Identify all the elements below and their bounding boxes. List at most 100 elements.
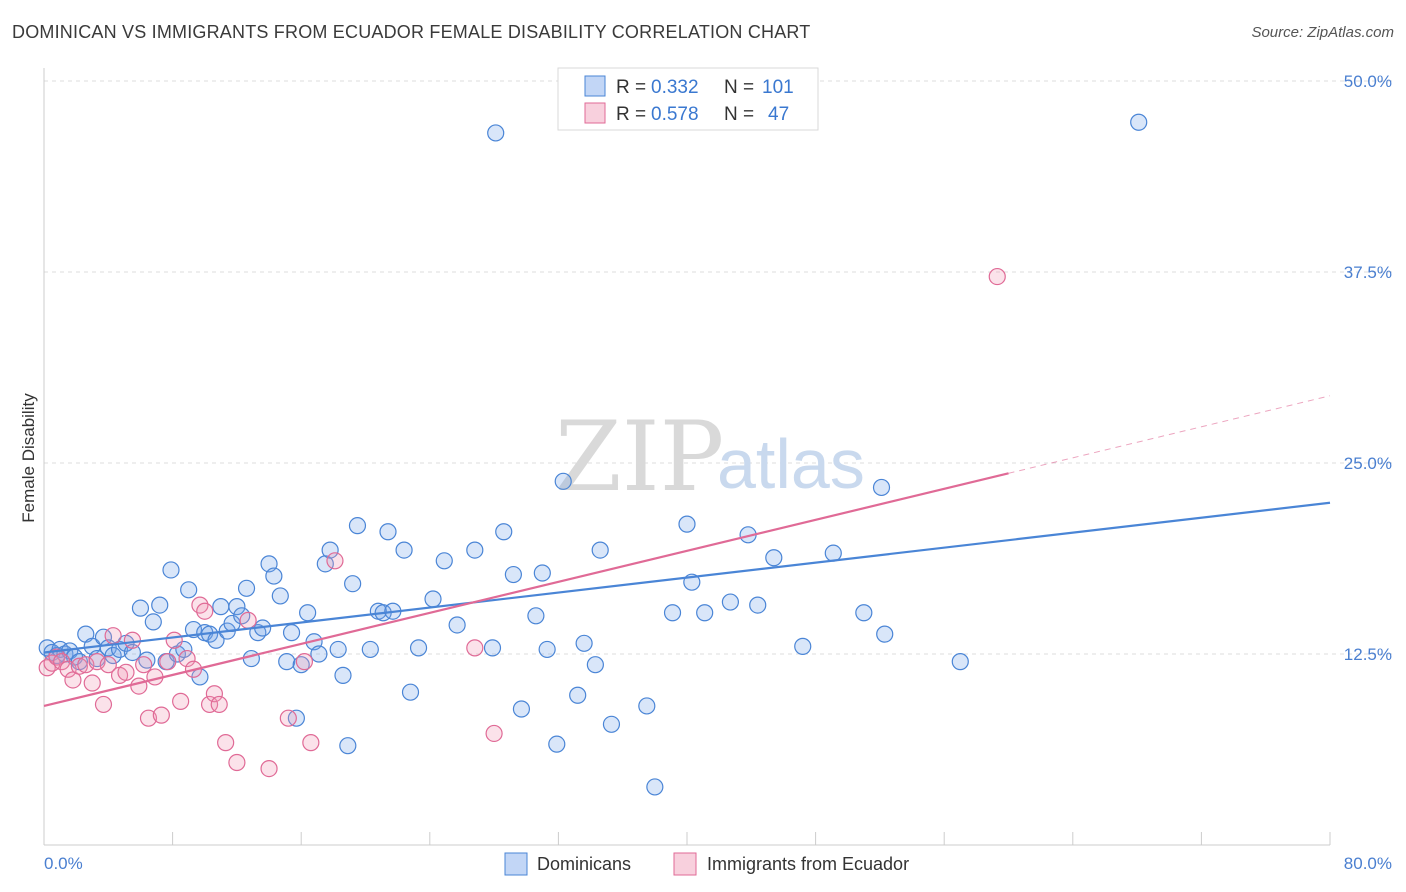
bottom-legend-label-ecuador: Immigrants from Ecuador — [707, 854, 909, 874]
dominican-point — [951, 653, 969, 671]
dominican-point — [424, 590, 442, 608]
ecuador-point — [88, 653, 106, 671]
bottom-legend-label-dominicans: Dominicans — [537, 854, 631, 874]
y-tick-label: 50.0% — [1344, 72, 1392, 91]
dominican-point — [483, 639, 502, 657]
trend-line-0 — [43, 501, 1331, 654]
dominican-point — [794, 637, 812, 655]
ecuador-point — [117, 663, 135, 681]
dominican-point — [538, 640, 556, 659]
trend-line-extension-1 — [1008, 395, 1331, 474]
dominican-point — [265, 567, 283, 585]
ecuador-point — [99, 656, 117, 674]
ecuador-point — [130, 677, 148, 695]
dominican-point — [123, 643, 142, 662]
ecuador-point — [152, 706, 170, 724]
ecuador-point — [466, 639, 484, 657]
dominican-point — [855, 604, 873, 622]
ecuador-point — [178, 649, 196, 668]
ecuador-point — [210, 695, 228, 714]
dominican-point — [334, 666, 352, 684]
dominican-point — [321, 541, 339, 559]
dominican-point — [602, 715, 621, 733]
ecuador-point — [302, 734, 320, 752]
dominican-point — [282, 624, 301, 642]
dominican-point — [646, 778, 664, 796]
bottom-legend-swatch-dominicans — [504, 852, 528, 876]
dominican-point — [144, 613, 162, 631]
dominican-point — [278, 653, 296, 671]
ecuador-point — [159, 653, 177, 671]
ecuador-point — [165, 631, 183, 649]
dominican-point — [401, 683, 420, 701]
dominican-point — [242, 649, 260, 668]
watermark: ZIP atlas — [555, 401, 865, 513]
dominican-point — [569, 686, 587, 704]
legend-box — [557, 67, 819, 131]
gridlines — [44, 80, 1392, 655]
legend-r-value-2: 0.578 — [651, 104, 699, 125]
ecuador-point — [38, 659, 56, 677]
y-tick-label: 37.5% — [1344, 263, 1392, 282]
dominican-point — [872, 478, 891, 497]
dominican-point — [533, 564, 551, 582]
dominican-point — [329, 640, 347, 659]
dominican-point — [409, 639, 428, 657]
x-ticks — [43, 832, 1331, 845]
dominican-point — [348, 517, 367, 535]
dominican-point — [162, 561, 180, 579]
dominican-point — [696, 604, 714, 622]
dominican-point — [586, 656, 604, 674]
legend-r-label-2: R = — [616, 104, 646, 125]
dominican-point — [310, 645, 328, 663]
ecuador-point — [295, 653, 314, 671]
dominican-point — [554, 472, 572, 490]
dominican-point — [678, 515, 696, 533]
dominican-point — [504, 565, 522, 584]
dominican-point — [765, 549, 783, 567]
ecuador-point — [239, 611, 257, 629]
dominican-point — [512, 700, 531, 718]
ecuador-point — [172, 692, 190, 710]
legend-swatch-ecuador — [584, 102, 606, 124]
bottom-legend-swatch-ecuador — [673, 852, 697, 876]
legend-n-value-2: 47 — [768, 104, 789, 125]
dominican-point — [180, 581, 198, 599]
watermark-zip: ZIP — [555, 401, 724, 513]
dominican-point — [591, 541, 609, 559]
legend-r-value-1: 0.332 — [651, 77, 699, 98]
dominican-point — [339, 737, 357, 755]
dominican-point — [435, 552, 453, 570]
y-tick-label: 12.5% — [1344, 645, 1392, 664]
ecuador-points — [38, 267, 1006, 778]
y-tick-label: 25.0% — [1344, 454, 1392, 473]
dominican-point — [131, 599, 150, 617]
dominican-point — [271, 587, 289, 605]
ecuador-point — [104, 627, 122, 645]
ecuador-point — [139, 709, 158, 727]
y-axis-label: Female Disability — [19, 393, 38, 523]
legend-n-label-2: N = — [724, 104, 754, 125]
ecuador-point — [135, 656, 153, 674]
legend-swatch-dominicans — [584, 75, 606, 97]
ecuador-point — [988, 267, 1006, 286]
ecuador-point — [485, 724, 503, 743]
dominican-point — [292, 656, 310, 674]
ecuador-point — [217, 734, 235, 752]
ecuador-point — [94, 695, 113, 714]
dominican-point — [448, 616, 466, 634]
legend-n-label-1: N = — [724, 77, 754, 98]
dominican-point — [299, 604, 317, 622]
dominican-point — [151, 596, 169, 614]
dominican-point — [361, 640, 379, 659]
dominican-point — [110, 640, 129, 659]
dominican-point — [466, 541, 484, 559]
ecuador-point — [59, 660, 77, 678]
chart-title: DOMINICAN VS IMMIGRANTS FROM ECUADOR FEM… — [12, 22, 811, 42]
ecuador-point — [228, 753, 246, 772]
dominican-point — [721, 593, 740, 611]
dominican-point — [638, 697, 656, 715]
dominican-point — [228, 598, 246, 616]
dominican-point — [749, 596, 767, 614]
